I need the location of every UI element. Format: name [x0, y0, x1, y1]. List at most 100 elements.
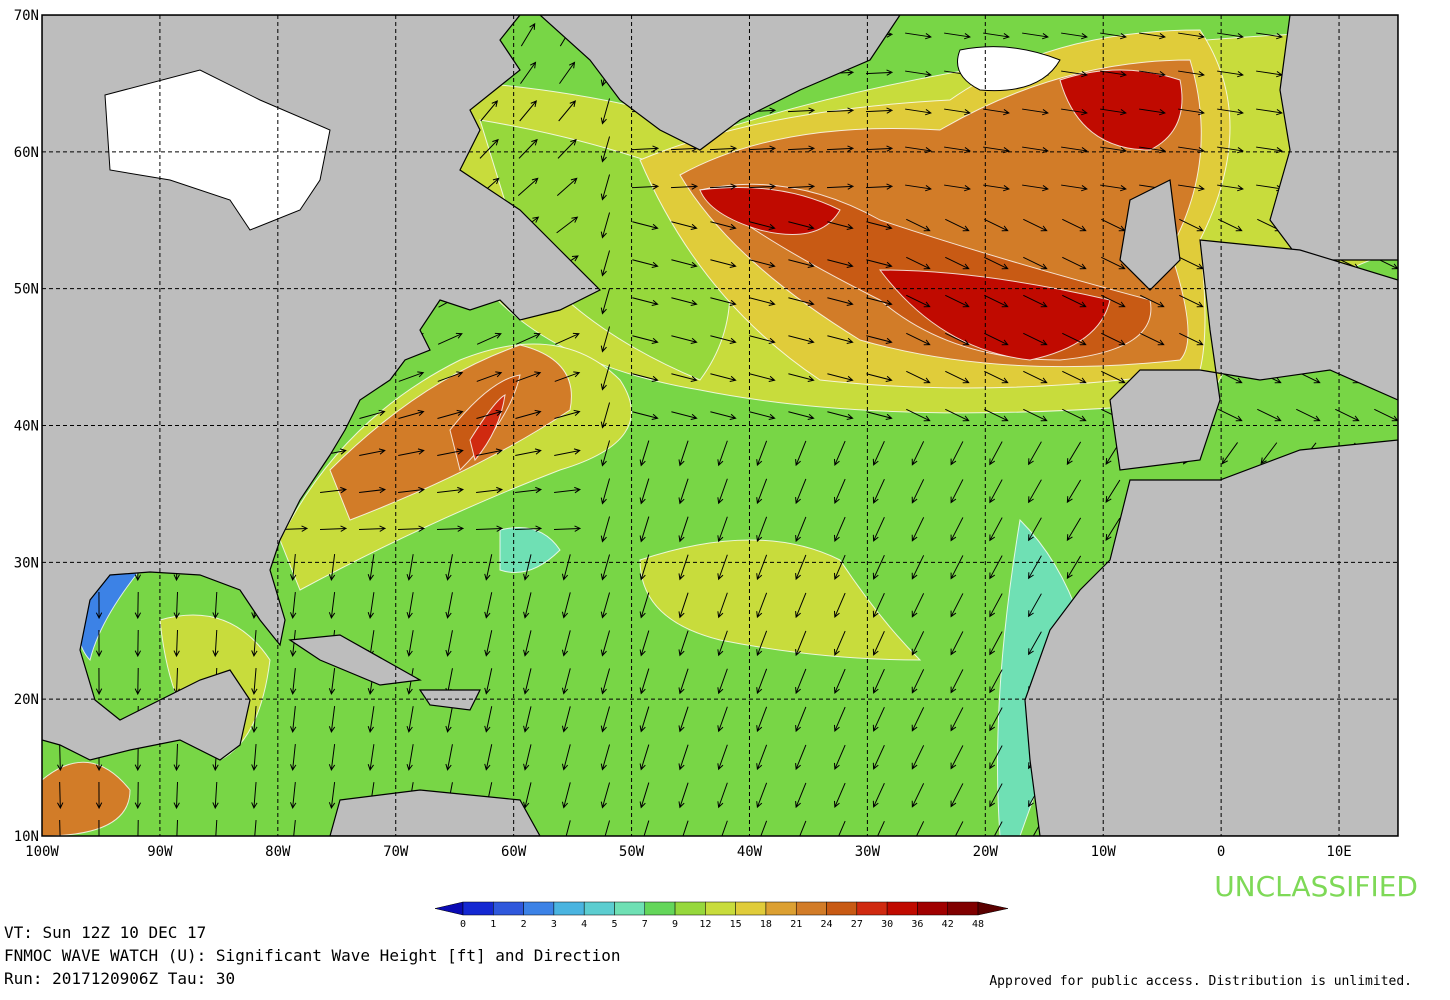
arrow — [1022, 32, 1049, 40]
arrow — [756, 630, 768, 657]
arrow — [1178, 32, 1205, 40]
colorbar-swatch — [462, 901, 494, 916]
arrow — [1062, 218, 1087, 232]
arrow — [1139, 108, 1166, 116]
arrow — [632, 259, 659, 269]
arrow — [215, 819, 218, 836]
graticule — [42, 15, 1398, 836]
arrow — [523, 630, 532, 657]
valid-time: VT: Sun 12Z 10 DEC 17 — [4, 923, 206, 942]
arrow — [983, 146, 1010, 154]
arrow — [760, 820, 768, 836]
arrow — [799, 820, 807, 836]
arrow — [826, 107, 855, 114]
arrow — [678, 516, 689, 543]
arrow — [756, 516, 768, 543]
colorbar-swatch — [674, 901, 706, 916]
arrow — [678, 440, 689, 467]
arrow — [833, 478, 846, 504]
iceland — [957, 46, 1061, 92]
lon-label: 40W — [737, 844, 763, 860]
arrow — [445, 554, 453, 581]
arrow — [749, 259, 776, 269]
arrow — [906, 408, 931, 422]
arrow — [866, 297, 893, 307]
arrow — [445, 592, 453, 619]
arrow — [639, 592, 650, 619]
arrow — [717, 630, 728, 657]
arrow — [1140, 332, 1165, 346]
arrow — [328, 592, 336, 619]
arrow — [872, 554, 885, 580]
arrow — [554, 486, 582, 494]
arrow — [950, 479, 964, 504]
arrow — [795, 630, 807, 657]
arrow — [523, 706, 532, 733]
arrow — [1260, 442, 1278, 465]
arrow — [475, 525, 504, 532]
colorbar-label: 2 — [521, 919, 527, 930]
lon-label: 90W — [147, 844, 173, 860]
colorbar-label: 27 — [851, 919, 863, 930]
arrow — [479, 138, 499, 159]
arrow — [788, 297, 815, 307]
arrow — [515, 486, 543, 494]
lat-label: 10N — [14, 829, 39, 845]
arrow — [600, 478, 611, 505]
arrow — [639, 478, 650, 505]
arrow — [600, 136, 611, 163]
arrow — [827, 411, 854, 421]
arrow — [290, 744, 297, 772]
arrow — [1100, 184, 1127, 192]
arrow — [833, 554, 846, 580]
arrow — [600, 174, 611, 201]
arrow — [748, 183, 777, 190]
colorbar-end — [977, 901, 1009, 916]
arrow — [134, 591, 142, 620]
arrow — [944, 108, 971, 116]
arrow — [1139, 146, 1166, 154]
arrow — [989, 441, 1003, 466]
arrow — [293, 820, 296, 836]
arrow — [1061, 146, 1088, 154]
arrow — [671, 259, 698, 269]
arrow — [756, 782, 768, 809]
arrow — [989, 669, 1003, 694]
arrow — [717, 744, 728, 771]
arrow — [639, 440, 650, 467]
arrow — [639, 630, 650, 657]
arrow — [1022, 108, 1049, 116]
arrow — [756, 554, 768, 581]
arrow — [631, 183, 660, 190]
arrow — [678, 668, 689, 695]
arrow — [398, 371, 425, 382]
arrow — [600, 668, 611, 695]
arrow — [717, 782, 728, 809]
arrow — [906, 332, 931, 346]
arrow — [749, 221, 776, 231]
arrow — [872, 592, 885, 618]
arrow — [406, 630, 414, 657]
colorbar-label: 4 — [581, 919, 587, 930]
arrow — [251, 630, 258, 658]
arrow — [1028, 631, 1042, 656]
arrow — [865, 107, 894, 114]
arrow — [945, 294, 970, 308]
arrow — [989, 593, 1003, 618]
arrow — [872, 630, 885, 656]
arrow — [911, 555, 925, 580]
arrow — [254, 820, 257, 836]
arrow — [436, 525, 465, 532]
run: Run: 2017120906Z Tau: 30 — [4, 969, 235, 988]
arrow — [476, 448, 503, 456]
arrow — [600, 250, 611, 277]
arrow — [600, 554, 611, 581]
arrow — [872, 782, 885, 808]
arrow — [989, 479, 1003, 504]
arrow — [251, 706, 258, 734]
arrow — [1105, 517, 1121, 541]
arrow — [290, 592, 297, 620]
arrow — [1023, 332, 1048, 346]
map-area — [42, 15, 1398, 836]
arrow — [906, 218, 931, 232]
